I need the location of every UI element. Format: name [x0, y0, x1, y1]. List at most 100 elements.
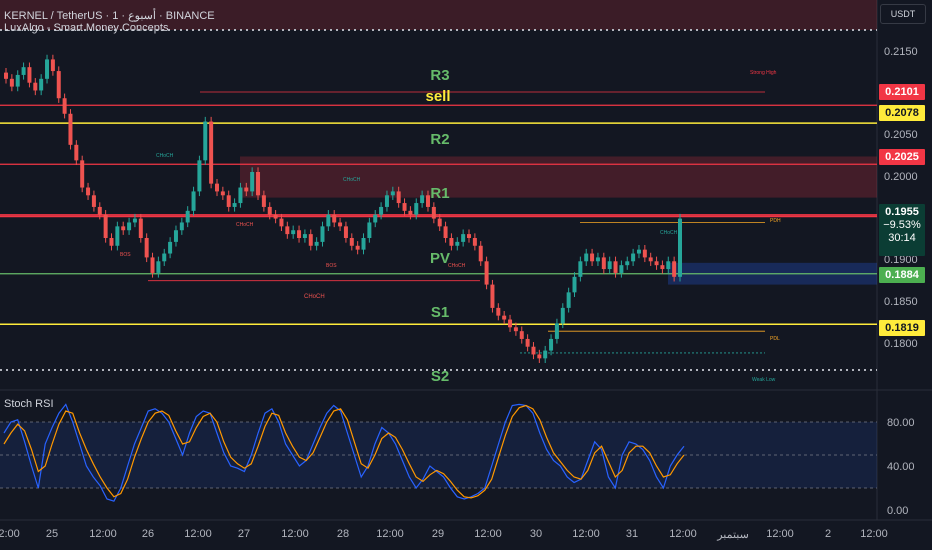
- candle-body: [437, 218, 442, 227]
- candle-body: [68, 113, 73, 145]
- candle-body: [27, 67, 32, 83]
- symbol-title[interactable]: KERNEL / TetherUS · 1 · أسبوع · BINANCE: [4, 10, 215, 22]
- candle-body: [21, 67, 26, 75]
- candle-body: [431, 206, 436, 219]
- candle-body: [314, 241, 319, 246]
- stoch-rsi-pane: [0, 403, 877, 502]
- candle-body: [560, 307, 565, 324]
- candle-body: [660, 265, 665, 270]
- price-tick: 0.2150: [884, 46, 918, 58]
- choch-label: CHoCH: [236, 222, 254, 228]
- rsi-tick: 80.00: [887, 417, 915, 429]
- pv-price-label: 0.1884: [879, 267, 925, 283]
- candle-body: [62, 98, 67, 114]
- time-tick: 31: [625, 528, 639, 540]
- pivot-r3-label: R3: [430, 67, 450, 84]
- time-tick: 12:00: [766, 528, 794, 540]
- stoch-rsi-title[interactable]: Stoch RSI: [4, 398, 54, 410]
- candle-body: [50, 59, 55, 72]
- chart-background: [0, 0, 932, 521]
- pdh-label: PDH: [770, 218, 781, 224]
- candle-body: [554, 323, 559, 339]
- candle-body: [607, 261, 612, 270]
- time-tick: 12:00: [376, 528, 404, 540]
- candle-body: [45, 59, 50, 79]
- candle-body: [508, 319, 513, 328]
- candle-body: [367, 222, 372, 238]
- time-tick: 12:00: [669, 528, 697, 540]
- time-tick: 25: [45, 528, 59, 540]
- sell-price-label: 0.2078: [879, 105, 925, 121]
- pivot-r2-label: R2: [430, 131, 450, 148]
- candle-body: [39, 78, 44, 91]
- candle-body: [220, 191, 225, 196]
- candle-body: [590, 253, 595, 262]
- candle-body: [420, 195, 425, 204]
- candle-body: [91, 195, 96, 207]
- candle-body: [115, 226, 120, 246]
- pdl-label: PDL: [770, 336, 780, 342]
- choch-label: CHoCH: [304, 294, 325, 300]
- pivot-r1-label: R1: [430, 185, 450, 202]
- candle-body: [74, 144, 79, 161]
- candle-body: [443, 226, 448, 238]
- weak-low-label: Weak Low: [752, 377, 776, 383]
- choch-label: CHoCH: [660, 230, 678, 236]
- candle-body: [273, 214, 278, 219]
- time-tick: 12:00: [860, 528, 888, 540]
- candle-body: [566, 292, 571, 308]
- price-tick: 0.2050: [884, 129, 918, 141]
- candle-body: [502, 315, 507, 320]
- bos-label: BOS: [326, 263, 337, 269]
- candle-body: [185, 210, 190, 223]
- bos-label: BOS: [120, 252, 131, 258]
- candle-body: [472, 238, 477, 246]
- candle-body: [379, 206, 384, 215]
- candle-body: [326, 214, 331, 227]
- candle-body: [636, 249, 641, 254]
- candle-body: [56, 71, 61, 99]
- candle-body: [355, 245, 360, 250]
- time-tick: 28: [336, 528, 350, 540]
- time-tick: 27: [237, 528, 251, 540]
- candle-body: [291, 230, 296, 235]
- candle-body: [162, 253, 167, 262]
- candle-body: [279, 218, 284, 227]
- candle-body: [232, 203, 237, 207]
- candle-body: [256, 172, 261, 196]
- candle-body: [109, 238, 114, 246]
- candle-body: [601, 257, 606, 270]
- candle-body: [150, 257, 155, 273]
- candle-body: [537, 354, 542, 359]
- indicator-title[interactable]: LuxAlgo - Smart Money Concepts: [4, 22, 169, 34]
- choch-label: CHoCH: [343, 177, 361, 183]
- candle-body: [214, 183, 219, 192]
- candle-body: [9, 78, 14, 87]
- candle-body: [138, 218, 143, 238]
- candle-body: [672, 261, 677, 277]
- time-tick: 12:00: [474, 528, 502, 540]
- candle-body: [15, 74, 20, 87]
- strong-high-label: Strong High: [750, 70, 777, 76]
- price-change: −9.53%: [883, 219, 921, 231]
- candle-body: [549, 338, 554, 351]
- time-tick: 30: [529, 528, 543, 540]
- time-tick: 12:00: [572, 528, 600, 540]
- candle-body: [97, 206, 102, 215]
- candle-body: [666, 261, 671, 270]
- s1-price-label: 0.1819: [879, 320, 925, 336]
- candle-body: [496, 307, 501, 316]
- time-tick: 26: [141, 528, 155, 540]
- candle-body: [361, 238, 366, 250]
- candle-body: [613, 261, 618, 273]
- candle-body: [238, 187, 243, 204]
- candle-body: [531, 346, 536, 355]
- candle-body: [173, 230, 178, 242]
- candle-body: [226, 195, 231, 207]
- candle-body: [408, 210, 413, 215]
- candle-body: [302, 234, 307, 238]
- currency-button[interactable]: USDT: [880, 4, 926, 24]
- candlestick-series: [4, 54, 682, 364]
- candle-body: [513, 327, 518, 332]
